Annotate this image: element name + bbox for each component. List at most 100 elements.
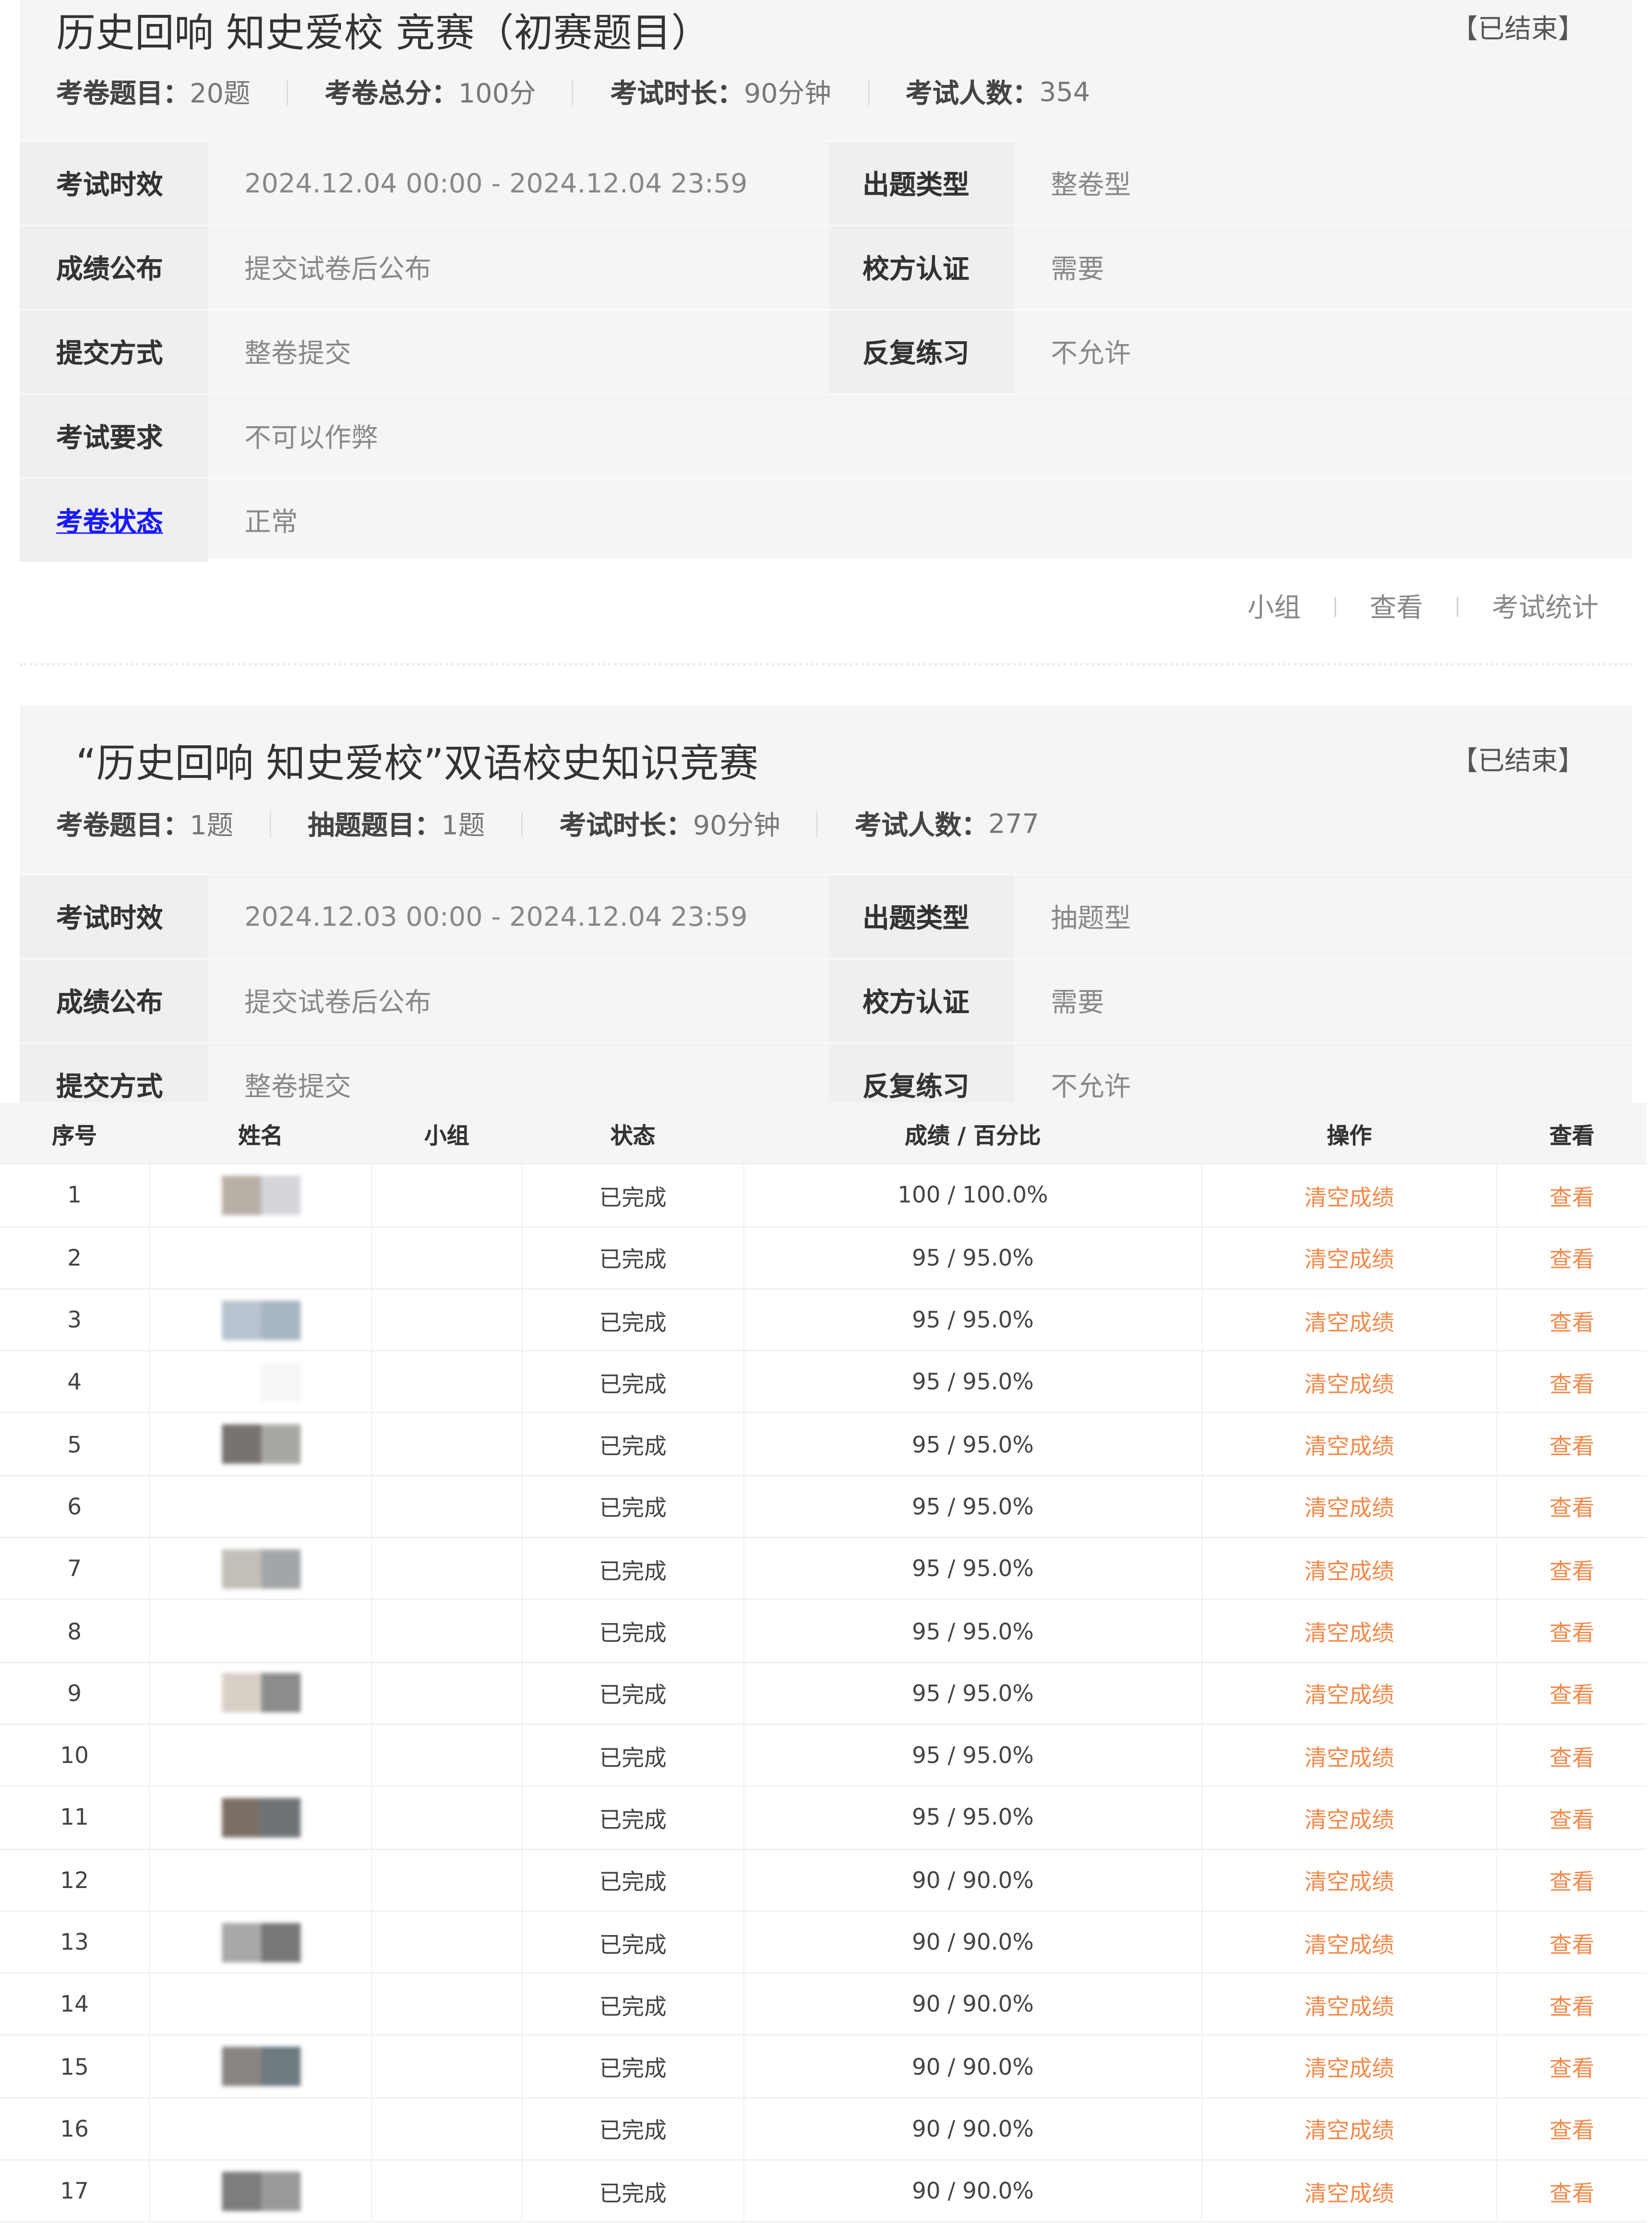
view-link[interactable]: 查看 [1549,1682,1595,1709]
row-index: 17 [0,2160,151,2222]
row-score: 95 / 95.0% [744,1725,1203,1786]
row-group [372,1165,523,1226]
redacted-name-block [221,1798,300,1838]
redacted-name-block [221,1238,300,1278]
student-name-redacted [150,1227,372,1288]
view-link[interactable]: 查看 [1369,593,1424,624]
stat-label: 考试时长： [559,810,693,842]
info-label-cell: 考卷状态 [19,479,208,562]
student-name-redacted [150,1725,372,1786]
clear-score-link[interactable]: 清空成绩 [1203,2160,1498,2222]
row-index: 13 [0,1912,151,1972]
row-status: 已完成 [523,2160,745,2222]
clear-score-link[interactable]: 清空成绩 [1203,1538,1498,1600]
results-table: 序号 姓名 小组 状态 成绩 / 百分比 操作 查看 1 已完成 100 / 1… [0,1102,1647,2223]
student-name-redacted [150,1476,372,1537]
view-link[interactable]: 查看 [1549,1495,1595,1522]
stat-value: 100分 [458,78,536,110]
row-score: 95 / 95.0% [744,1413,1203,1475]
clear-score-link[interactable]: 清空成绩 [1203,1787,1498,1848]
clear-score-link[interactable]: 清空成绩 [1203,1227,1498,1288]
row-index: 4 [0,1351,151,1413]
info-value: 2024.12.04 00:00 - 2024.12.04 23:59 [244,167,748,199]
clear-score-link[interactable]: 清空成绩 [1203,1600,1498,1661]
student-name-redacted [150,1351,372,1413]
row-status: 已完成 [523,1973,745,2035]
row-group [372,1538,523,1600]
view-link[interactable]: 查看 [1549,1308,1595,1336]
info-label: 校方认证 [828,226,1015,309]
table-row: 13 已完成 90 / 90.0% 清空成绩 查看 [0,1912,1647,1974]
table-row: 1 已完成 100 / 100.0% 清空成绩 查看 [0,1165,1647,1228]
redacted-name-block [221,1611,300,1651]
row-group [372,1787,523,1848]
stat-value: 20题 [190,78,251,110]
student-name-redacted [150,1912,372,1972]
group-link[interactable]: 小组 [1247,593,1301,624]
row-index: 11 [0,1787,151,1848]
clear-score-link[interactable]: 清空成绩 [1203,1849,1498,1911]
table-row: 16 已完成 90 / 90.0% 清空成绩 查看 [0,2098,1647,2161]
stat-label: 抽题题目： [308,810,442,842]
row-status: 已完成 [523,1289,745,1351]
exam-actions: 小组 查看 考试统计 [1247,587,1599,625]
redacted-name-block [221,1300,300,1339]
exam-status: 【已结束】 [1451,746,1585,777]
view-link[interactable]: 查看 [1549,1868,1595,1896]
stat-label: 考卷题目： [56,78,190,110]
stat-value: 90分钟 [743,78,831,110]
redacted-name-block [221,2171,300,2211]
stat-value: 90分钟 [693,810,780,842]
row-status: 已完成 [523,1787,745,1848]
view-link[interactable]: 查看 [1549,1744,1595,1771]
view-link[interactable]: 查看 [1549,1931,1595,1958]
clear-score-link[interactable]: 清空成绩 [1203,1413,1498,1475]
table-header: 序号 姓名 小组 状态 成绩 / 百分比 操作 查看 [0,1102,1647,1165]
info-value: 抽题型 [1051,903,1131,934]
view-link[interactable]: 查看 [1549,1371,1595,1398]
clear-score-link[interactable]: 清空成绩 [1203,2036,1498,2097]
clear-score-link[interactable]: 清空成绩 [1203,1662,1498,1724]
exam-status: 【已结束】 [1451,14,1585,45]
clear-score-link[interactable]: 清空成绩 [1203,1476,1498,1537]
row-status: 已完成 [523,2098,745,2159]
view-link[interactable]: 查看 [1549,2055,1595,2082]
info-value: 需要 [1051,254,1104,286]
clear-score-link[interactable]: 清空成绩 [1203,1165,1498,1226]
clear-score-link[interactable]: 清空成绩 [1203,1289,1498,1351]
info-label: 考试要求 [19,394,208,478]
view-link[interactable]: 查看 [1549,2179,1595,2207]
info-label: 校方认证 [828,959,1015,1042]
view-link[interactable]: 查看 [1549,1184,1595,1211]
stat-value: 1题 [190,810,234,842]
view-link[interactable]: 查看 [1549,1619,1595,1647]
row-group [372,1725,523,1786]
info-label: 提交方式 [19,310,208,394]
redacted-name-block [221,1362,300,1402]
paper-status-link[interactable]: 考卷状态 [56,507,163,538]
view-link[interactable]: 查看 [1549,1246,1595,1273]
divider [19,663,1633,666]
exam-stats: 考卷题目： 1题 抽题题目： 1题 考试时长： 90分钟 考试人数： 277 [56,805,1039,843]
view-link[interactable]: 查看 [1549,1993,1595,2020]
info-value: 不允许 [1051,1072,1131,1103]
clear-score-link[interactable]: 清空成绩 [1203,1912,1498,1972]
info-label: 考试时效 [19,875,208,958]
clear-score-link[interactable]: 清空成绩 [1203,1725,1498,1786]
info-value: 整卷提交 [244,338,351,370]
table-row: 7 已完成 95 / 95.0% 清空成绩 查看 [0,1538,1647,1601]
redacted-name-block [221,1424,300,1464]
student-name-redacted [150,2098,372,2159]
clear-score-link[interactable]: 清空成绩 [1203,2098,1498,2159]
exam-card-1: 历史回响 知史爱校 竞赛（初赛题目） 【已结束】 考卷题目： 20题 考卷总分： 1… [19,0,1633,562]
view-link[interactable]: 查看 [1549,1433,1595,1460]
row-score: 95 / 95.0% [744,1227,1203,1288]
view-link[interactable]: 查看 [1549,1557,1595,1584]
stat-label: 考试人数： [906,78,1040,110]
clear-score-link[interactable]: 清空成绩 [1203,1351,1498,1413]
stat-label: 考试人数： [854,810,988,842]
statistics-link[interactable]: 考试统计 [1492,593,1599,624]
clear-score-link[interactable]: 清空成绩 [1203,1973,1498,2035]
view-link[interactable]: 查看 [1549,1806,1595,1833]
view-link[interactable]: 查看 [1549,2117,1595,2144]
